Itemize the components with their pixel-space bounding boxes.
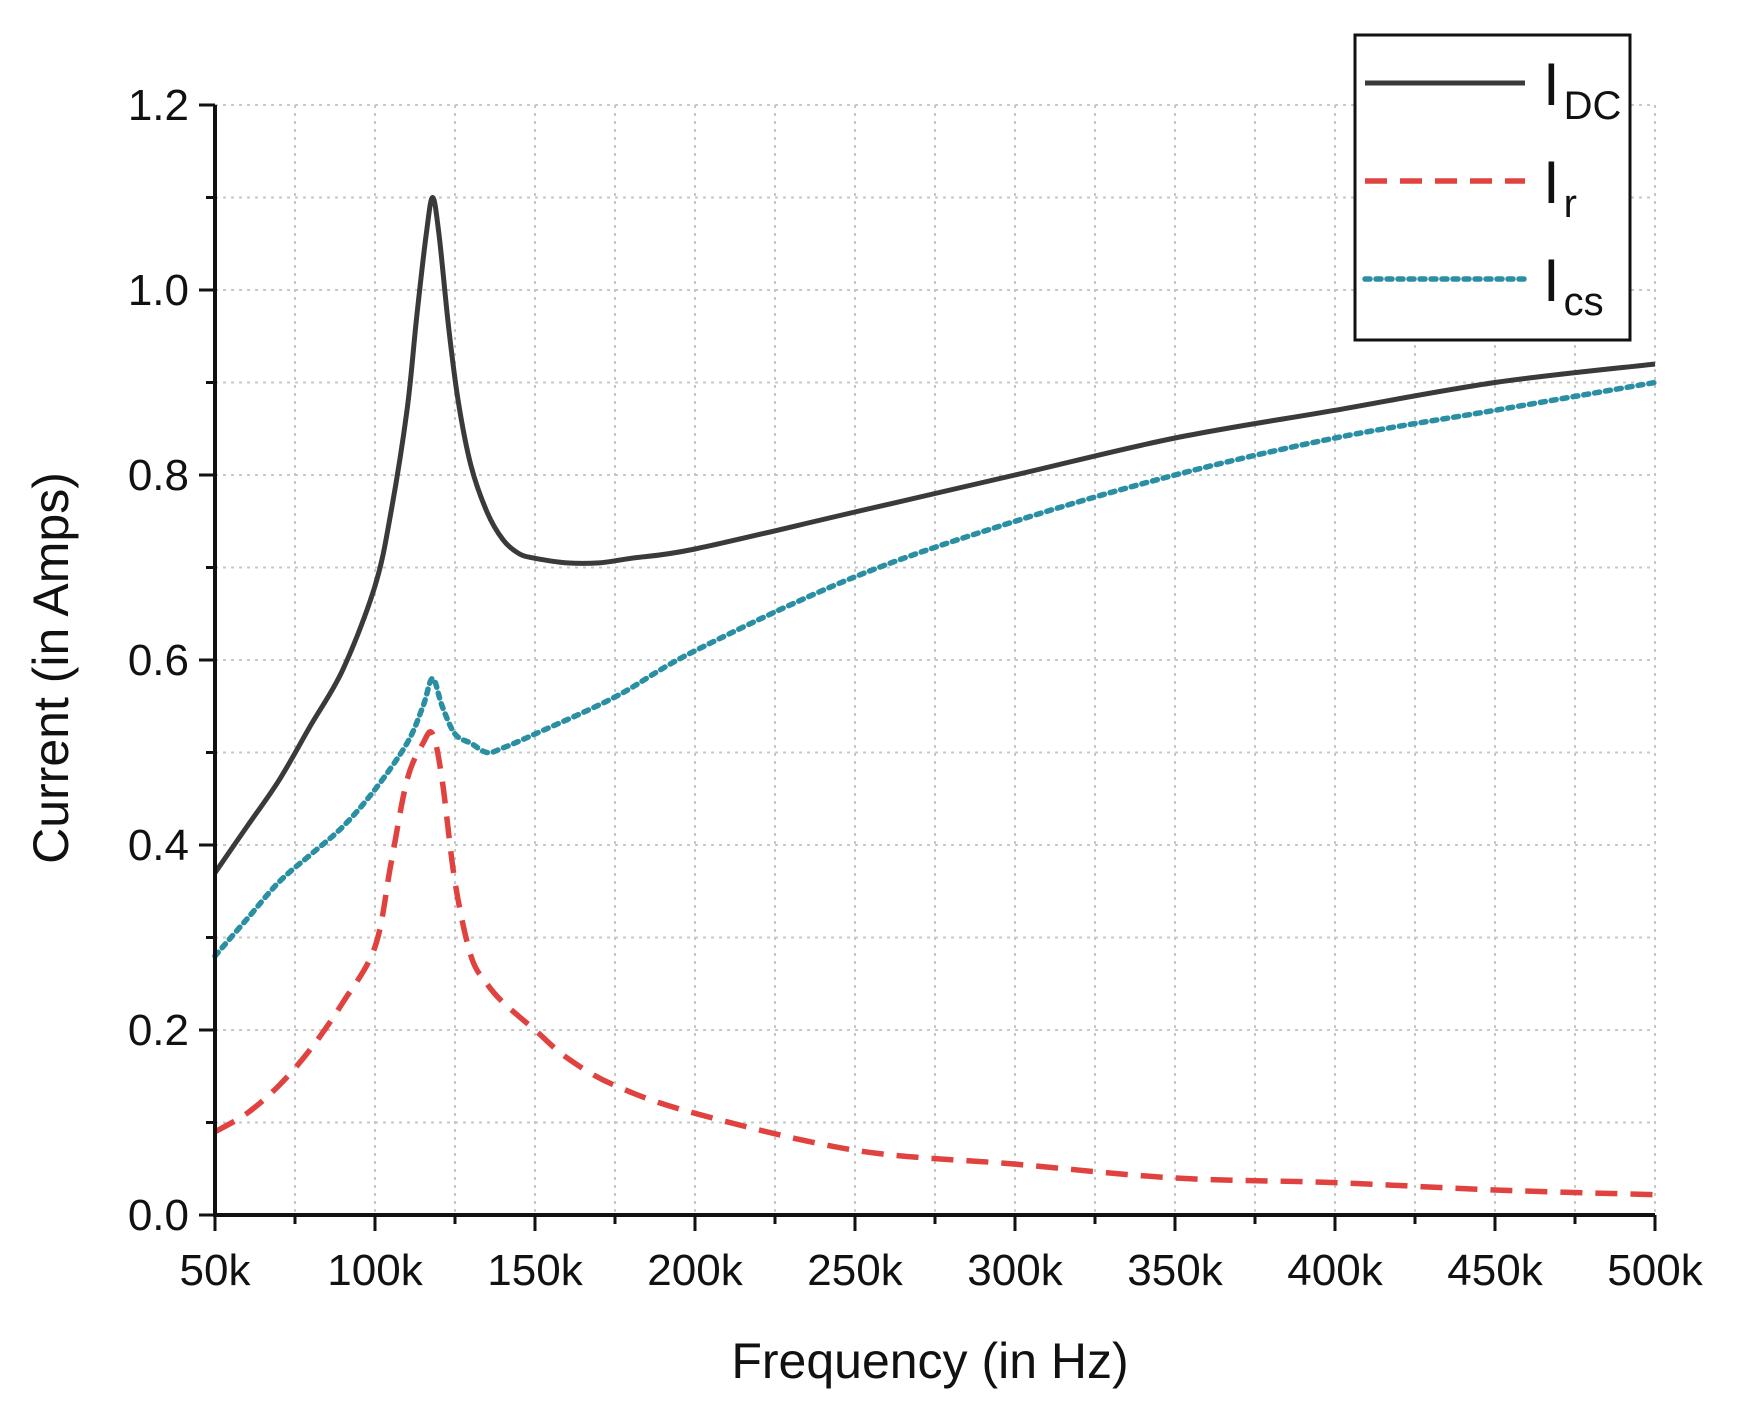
x-tick-label: 500k	[1607, 1246, 1703, 1295]
x-tick-label: 250k	[807, 1246, 903, 1295]
legend-label-sub: DC	[1564, 84, 1622, 128]
x-tick-label: 350k	[1127, 1246, 1223, 1295]
ticks: 50k 100k 150k 200k 250k 300k 350k 400k 450k 500k 0…	[128, 81, 1704, 1295]
x-tick-label: 450k	[1447, 1246, 1543, 1295]
plot-series	[212, 194, 1658, 1198]
series-line-ics	[212, 379, 1658, 959]
x-axis-title: Frequency (in Hz)	[731, 1333, 1128, 1389]
x-tick-label: 50k	[180, 1246, 252, 1295]
y-tick-label: 1.2	[128, 81, 189, 130]
legend-label-idc: I DC	[1543, 51, 1621, 128]
y-tick-label: 0.8	[128, 451, 189, 500]
legend-label-sub: cs	[1564, 280, 1604, 324]
legend: I DCI rI cs	[1353, 33, 1632, 342]
legend-label-main: I	[1543, 247, 1560, 314]
y-tick-label: 0.2	[128, 1006, 189, 1055]
legend-label-main: I	[1543, 51, 1560, 118]
legend-label-sub: r	[1564, 182, 1577, 226]
x-tick-label: 150k	[487, 1246, 583, 1295]
x-tick-label: 100k	[327, 1246, 423, 1295]
x-tick-label: 300k	[967, 1246, 1063, 1295]
y-tick-label: 1.0	[128, 266, 189, 315]
series-line-idc	[212, 194, 1656, 875]
y-axis-title: Current (in Amps)	[23, 472, 79, 864]
y-tick-label: 0.6	[128, 636, 189, 685]
y-tick-label: 0.0	[128, 1191, 189, 1240]
legend-box	[1353, 33, 1632, 342]
x-tick-label: 200k	[647, 1246, 743, 1295]
x-tick-label: 400k	[1287, 1246, 1383, 1295]
series-line-ir	[213, 728, 1656, 1198]
legend-label-main: I	[1543, 149, 1560, 216]
y-tick-label: 0.4	[128, 821, 189, 870]
